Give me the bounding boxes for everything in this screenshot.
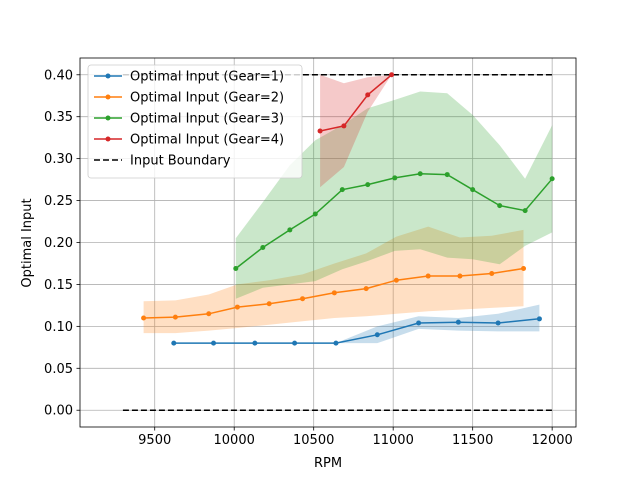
series-lines (141, 72, 555, 346)
y-tick-label: 0.15 (44, 278, 73, 293)
data-point (457, 273, 463, 279)
data-point (417, 171, 423, 177)
legend: Optimal Input (Gear=1) Optimal Input (Gea… (87, 64, 303, 179)
series-gear-1 (171, 316, 542, 346)
y-tick-label: 0.00 (44, 404, 73, 419)
legend-label: Optimal Input (Gear=2) (130, 91, 284, 106)
data-point (233, 265, 239, 271)
data-point (292, 340, 298, 346)
data-point (416, 320, 422, 326)
y-tick-label: 0.35 (44, 110, 73, 125)
y-tick-label: 0.40 (44, 68, 73, 83)
x-tick-label: 10000 (214, 433, 255, 448)
axes: 9500 10000 10500 11000 11500 12000 0.00 0.05 0.1… (44, 57, 577, 448)
data-point (536, 316, 542, 322)
data-point (470, 187, 476, 193)
data-point (206, 311, 212, 317)
x-tick-label: 11000 (372, 433, 413, 448)
data-point (495, 320, 501, 326)
data-point (425, 273, 431, 279)
y-axis-label: Optimal Input (20, 198, 35, 287)
data-point (141, 315, 147, 321)
series-gear-3 (233, 171, 555, 271)
data-point (252, 340, 258, 346)
x-tick-label: 12000 (531, 433, 572, 448)
data-point (522, 208, 528, 214)
legend-entry: Input Boundary (94, 154, 231, 169)
data-point (365, 92, 371, 98)
data-point (312, 211, 318, 217)
series-gear-2 (141, 265, 527, 321)
legend-label: Optimal Input (Gear=4) (130, 133, 284, 148)
data-point (393, 277, 399, 283)
y-tick-label: 0.20 (44, 236, 73, 251)
data-point (489, 271, 495, 277)
data-point (331, 290, 337, 296)
data-point (266, 301, 272, 307)
data-point (333, 340, 339, 346)
legend-marker (105, 136, 111, 142)
data-point (374, 332, 380, 338)
data-point (455, 319, 461, 325)
data-point (392, 175, 398, 181)
y-tick-label: 0.25 (44, 194, 73, 209)
legend-label: Optimal Input (Gear=3) (130, 112, 284, 127)
data-point (300, 296, 306, 302)
data-point (341, 123, 347, 129)
confidence-band-gear-3 (235, 91, 553, 299)
data-point (497, 203, 503, 209)
data-point (234, 304, 240, 310)
series-gear-4 (317, 72, 395, 134)
data-point (389, 72, 395, 78)
legend-marker (105, 115, 111, 121)
legend-box (87, 64, 303, 179)
legend-marker (105, 94, 111, 100)
y-tick-label: 0.05 (44, 362, 73, 377)
data-point (211, 340, 217, 346)
data-point (363, 286, 369, 292)
legend-marker (105, 73, 111, 79)
data-point (549, 176, 555, 182)
grid (80, 58, 576, 427)
data-point (365, 182, 371, 188)
legend-label: Input Boundary (130, 154, 231, 169)
legend-entry: Optimal Input (Gear=2) (94, 91, 284, 106)
legend-entry: Optimal Input (Gear=1) (94, 70, 284, 85)
series-line-gear-4 (319, 74, 393, 132)
legend-label: Optimal Input (Gear=1) (130, 70, 284, 85)
data-point (444, 172, 450, 178)
confidence-band-gear-4 (320, 74, 392, 188)
data-point (339, 187, 345, 193)
data-point (317, 128, 323, 134)
x-tick-label: 11500 (452, 433, 493, 448)
data-point (171, 340, 177, 346)
x-tick-label: 9500 (138, 433, 171, 448)
series-line-gear-1 (173, 318, 540, 344)
data-point (260, 245, 266, 251)
y-tick-label: 0.30 (44, 152, 73, 167)
data-point (521, 265, 527, 271)
data-point (287, 227, 293, 233)
legend-entry: Optimal Input (Gear=3) (94, 112, 284, 127)
confidence-band-gear-1 (173, 304, 540, 344)
data-point (172, 314, 178, 320)
legend-entry: Optimal Input (Gear=4) (94, 133, 284, 148)
x-axis-label: RPM (314, 456, 342, 471)
x-tick-label: 10500 (293, 433, 334, 448)
y-tick-label: 0.10 (44, 320, 73, 335)
